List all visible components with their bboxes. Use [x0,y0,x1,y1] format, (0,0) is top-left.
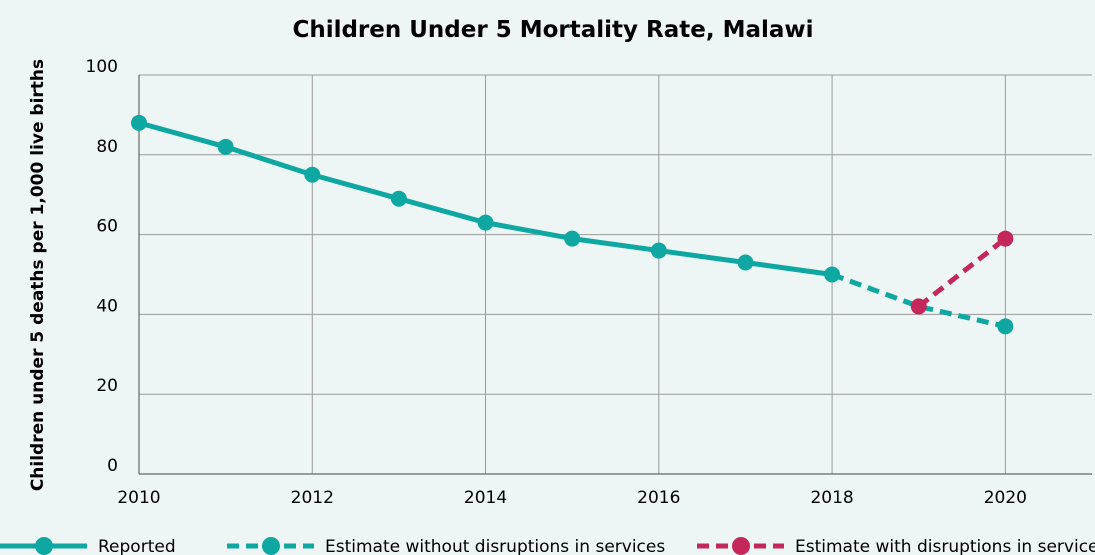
gridlines [139,74,1092,474]
data-point [997,318,1014,335]
data-point [564,230,581,247]
data-point [650,242,667,259]
data-point [737,254,754,271]
chart-title: Children Under 5 Mortality Rate, Malawi [292,17,813,43]
y-tick-label: 80 [96,137,118,157]
legend-label: Estimate with disruptions in services [795,537,1095,555]
data-point [477,214,494,231]
series-line-1 [831,272,1006,329]
x-tick-label: 2010 [117,488,160,508]
x-tick-label: 2014 [464,488,507,508]
data-point [997,230,1014,247]
y-tick-label: 20 [96,376,118,396]
axes [138,75,1092,475]
x-tick-label: 2012 [291,488,334,508]
legend: Reported Estimate without disruptions in … [0,537,1095,555]
tick-labels: 0 20 40 60 80 100 2010 2012 2014 2016 2018 2020 [86,57,1027,508]
y-tick-label: 0 [107,456,118,476]
x-tick-label: 2016 [637,488,680,508]
data-point [131,114,147,131]
data-point [304,166,321,183]
data-point [217,138,234,155]
legend-marker-0 [35,537,53,555]
legend-marker-1 [262,537,280,555]
data-point [390,190,407,207]
data-point [824,266,841,283]
series-line-2 [917,236,1007,309]
data-point [910,298,927,315]
series [131,114,1014,335]
y-tick-label: 100 [86,57,118,77]
x-tick-label: 2020 [984,488,1027,508]
legend-marker-2 [732,537,750,555]
x-tick-label: 2018 [810,488,853,508]
y-tick-label: 60 [96,217,118,237]
legend-label: Estimate without disruptions in services [325,537,665,555]
y-axis-label: Children under 5 deaths per 1,000 live b… [28,59,48,491]
y-tick-label: 40 [96,296,118,316]
legend-label: Reported [98,537,176,555]
